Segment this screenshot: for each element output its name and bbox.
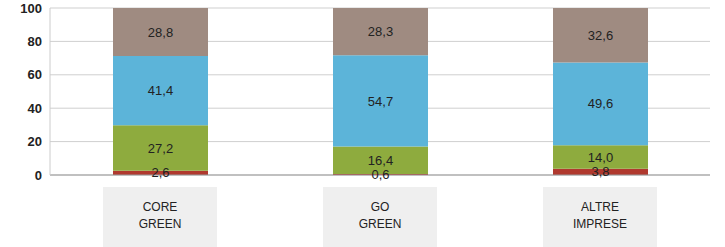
svg-text:28,3: 28,3: [368, 24, 393, 39]
svg-text:80: 80: [28, 34, 42, 49]
svg-text:0: 0: [35, 168, 42, 183]
svg-text:14,0: 14,0: [588, 150, 613, 165]
svg-text:COREGREEN: COREGREEN: [139, 200, 182, 231]
svg-text:49,6: 49,6: [588, 96, 613, 111]
svg-text:ALTREIMPRESE: ALTREIMPRESE: [573, 200, 627, 231]
svg-text:41,4: 41,4: [148, 83, 173, 98]
svg-text:27,2: 27,2: [148, 141, 173, 156]
svg-text:60: 60: [28, 67, 42, 82]
svg-text:54,7: 54,7: [368, 94, 393, 109]
svg-text:GOGREEN: GOGREEN: [359, 200, 402, 231]
svg-text:100: 100: [20, 1, 42, 16]
svg-text:20: 20: [28, 134, 42, 149]
svg-text:2,6: 2,6: [151, 165, 169, 180]
svg-text:3,8: 3,8: [591, 164, 609, 179]
svg-text:0,6: 0,6: [371, 167, 389, 182]
svg-text:28,8: 28,8: [148, 25, 173, 40]
svg-text:16,4: 16,4: [368, 153, 393, 168]
svg-text:40: 40: [28, 101, 42, 116]
svg-text:32,6: 32,6: [588, 28, 613, 43]
